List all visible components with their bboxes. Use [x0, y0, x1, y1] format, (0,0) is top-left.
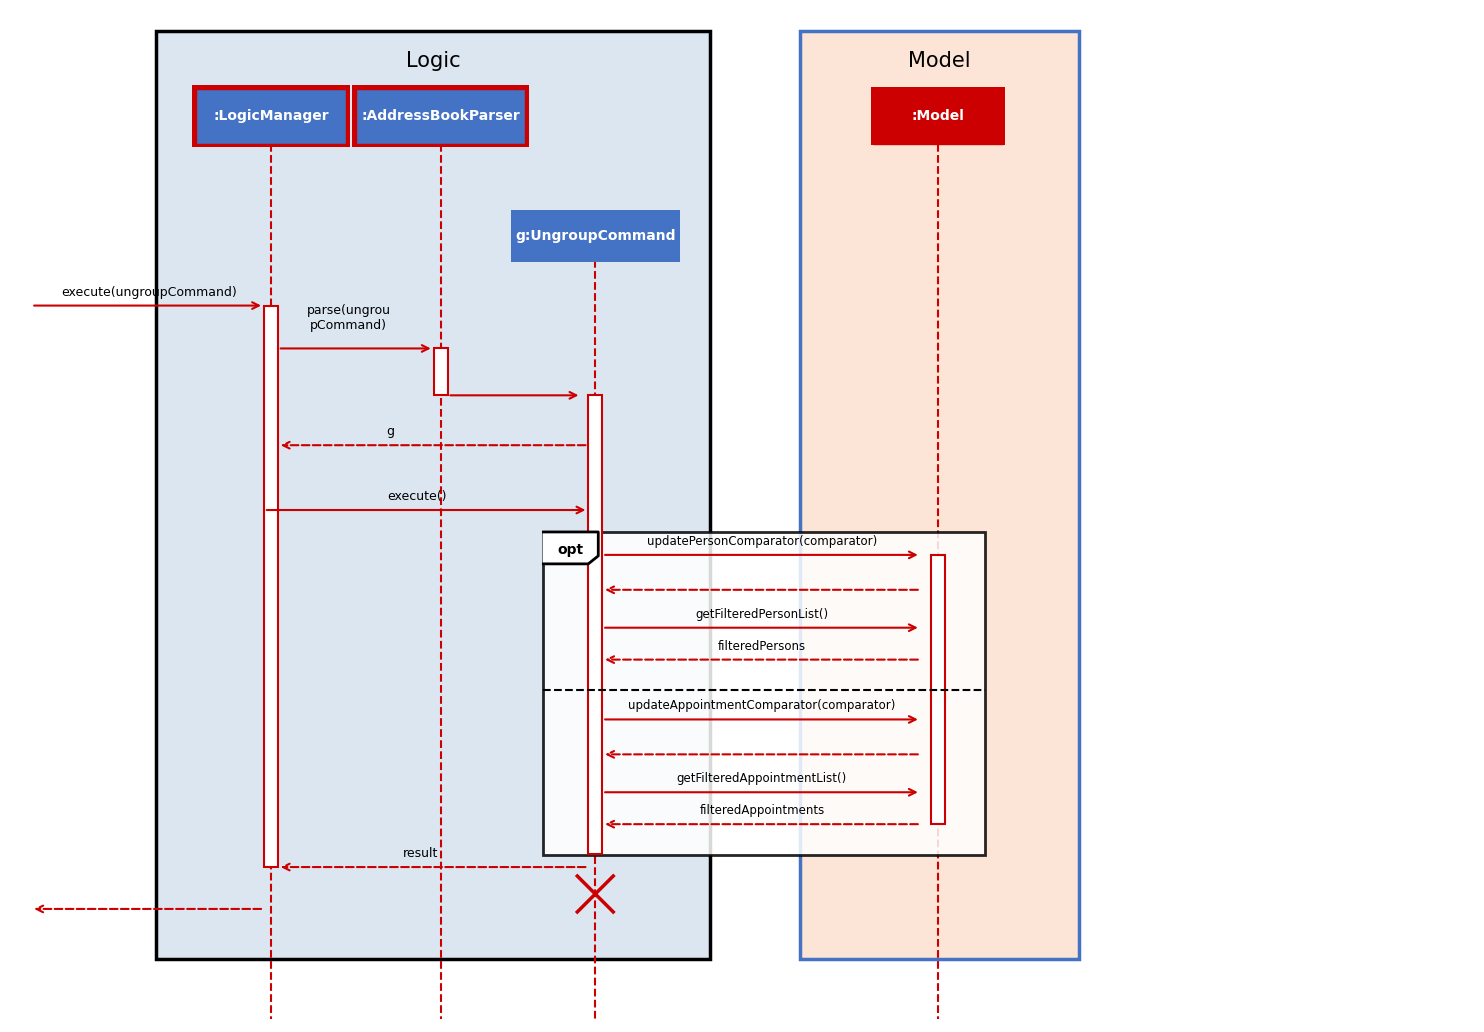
Bar	[800, 31, 1079, 959]
Text: execute(): execute()	[387, 490, 447, 503]
Text: Model: Model	[908, 52, 971, 71]
Text: opt: opt	[558, 543, 583, 557]
Text: g:UngroupCommand: g:UngroupCommand	[515, 229, 675, 243]
Bar	[156, 31, 709, 959]
Text: parse(ungrou
pCommand): parse(ungrou pCommand)	[307, 304, 390, 332]
Text: updatePersonComparator(comparator): updatePersonComparator(comparator)	[647, 535, 877, 548]
Bar	[196, 89, 346, 143]
Text: updateAppointmentComparator(comparator): updateAppointmentComparator(comparator)	[628, 700, 896, 712]
Text: execute(ungroupCommand): execute(ungroupCommand)	[61, 286, 237, 298]
Text: :AddressBookParser: :AddressBookParser	[361, 109, 519, 123]
Polygon shape	[543, 531, 598, 563]
Text: :Model: :Model	[911, 109, 965, 123]
Text: getFilteredPersonList(): getFilteredPersonList()	[696, 608, 828, 620]
Bar	[352, 85, 530, 148]
Text: Logic: Logic	[405, 52, 460, 71]
Bar	[588, 395, 603, 854]
Bar	[543, 531, 984, 856]
Bar	[510, 209, 680, 262]
Bar	[513, 212, 678, 260]
Text: filteredAppointments: filteredAppointments	[699, 804, 825, 817]
Text: g: g	[387, 425, 395, 439]
Bar	[264, 305, 278, 867]
Text: getFilteredAppointmentList(): getFilteredAppointmentList()	[677, 772, 847, 785]
Bar	[356, 89, 525, 143]
Bar	[871, 87, 1005, 146]
Bar	[433, 349, 448, 395]
Text: filteredPersons: filteredPersons	[718, 640, 806, 652]
Bar	[191, 85, 350, 148]
Text: :LogicManager: :LogicManager	[214, 109, 328, 123]
Bar	[930, 555, 945, 825]
Text: result: result	[404, 847, 438, 860]
Bar	[873, 89, 1003, 143]
